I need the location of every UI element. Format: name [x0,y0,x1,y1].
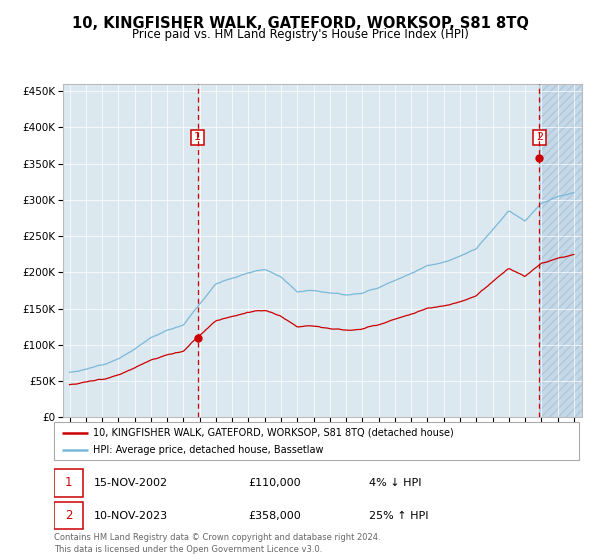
Text: £358,000: £358,000 [248,511,301,521]
Text: £110,000: £110,000 [248,478,301,488]
Text: 1: 1 [65,477,72,489]
Text: 25% ↑ HPI: 25% ↑ HPI [369,511,428,521]
Text: 10, KINGFISHER WALK, GATEFORD, WORKSOP, S81 8TQ (detached house): 10, KINGFISHER WALK, GATEFORD, WORKSOP, … [94,427,454,437]
Text: HPI: Average price, detached house, Bassetlaw: HPI: Average price, detached house, Bass… [94,445,324,455]
Text: 10, KINGFISHER WALK, GATEFORD, WORKSOP, S81 8TQ: 10, KINGFISHER WALK, GATEFORD, WORKSOP, … [71,16,529,31]
FancyBboxPatch shape [54,469,83,497]
Text: 2: 2 [536,132,543,142]
FancyBboxPatch shape [54,422,579,460]
Text: This data is licensed under the Open Government Licence v3.0.: This data is licensed under the Open Gov… [54,545,322,554]
Text: Price paid vs. HM Land Registry's House Price Index (HPI): Price paid vs. HM Land Registry's House … [131,28,469,41]
Text: 1: 1 [194,132,201,142]
Bar [539,84,582,417]
Text: 15-NOV-2002: 15-NOV-2002 [94,478,167,488]
Text: 10-NOV-2023: 10-NOV-2023 [94,511,167,521]
Text: 4% ↓ HPI: 4% ↓ HPI [369,478,421,488]
Text: Contains HM Land Registry data © Crown copyright and database right 2024.: Contains HM Land Registry data © Crown c… [54,533,380,542]
Text: 2: 2 [65,509,72,522]
FancyBboxPatch shape [54,502,83,529]
